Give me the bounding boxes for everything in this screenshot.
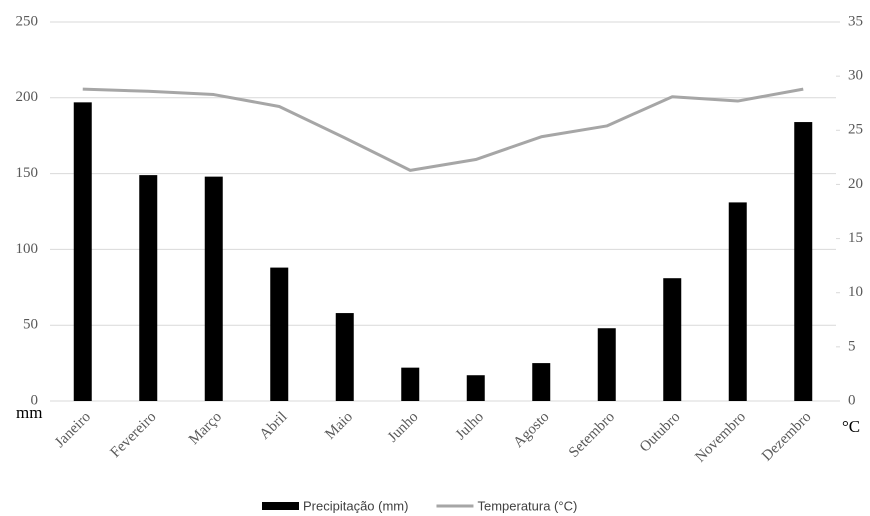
bar — [663, 278, 682, 401]
bar — [204, 176, 223, 401]
bar — [335, 313, 354, 401]
y-tick-label: 200 — [16, 89, 39, 105]
bar — [139, 175, 158, 401]
bar — [401, 367, 420, 401]
x-tick-label: Outubro — [637, 409, 684, 456]
y2-tick-label: 0 — [848, 392, 856, 408]
bar — [466, 375, 485, 401]
y2-tick-label: 5 — [848, 338, 856, 354]
bar — [270, 267, 289, 401]
y2-tick-label: 25 — [848, 122, 863, 138]
y-tick-label: 0 — [31, 392, 39, 408]
bar — [597, 328, 616, 401]
x-tick-label: Abril — [257, 409, 291, 443]
y2-tick-label: 10 — [848, 284, 863, 300]
legend-label: Temperatura (°C) — [477, 498, 577, 513]
y2-tick-label: 15 — [848, 230, 863, 246]
y2-tick-label: 20 — [848, 176, 863, 192]
bar — [532, 363, 551, 401]
y2-tick-label: 35 — [848, 13, 863, 29]
legend-swatch — [262, 502, 299, 510]
bar — [728, 202, 747, 401]
y-tick-label: 250 — [16, 13, 39, 29]
bar — [794, 122, 813, 401]
x-tick-label: Setembro — [566, 409, 618, 461]
y-tick-label: 100 — [16, 241, 39, 257]
x-tick-label: Janeiro — [52, 409, 94, 451]
x-tick-label: Agosto — [511, 409, 553, 451]
x-tick-label: Fevereiro — [108, 409, 160, 461]
y2-tick-label: 30 — [848, 68, 863, 84]
y-tick-label: 50 — [23, 317, 38, 333]
x-tick-label: Dezembro — [759, 409, 814, 464]
bar — [73, 102, 92, 402]
y2-axis-label: °C — [842, 417, 860, 436]
y-axis-label: mm — [16, 403, 42, 422]
x-tick-label: Junho — [385, 409, 422, 446]
y-tick-label: 150 — [16, 165, 39, 181]
x-tick-label: Março — [186, 409, 225, 448]
x-tick-label: Maio — [322, 409, 356, 443]
legend-label: Precipitação (mm) — [303, 498, 408, 513]
line — [82, 87, 804, 172]
x-tick-label: Novembro — [692, 409, 749, 466]
x-tick-label: Julho — [453, 409, 487, 443]
